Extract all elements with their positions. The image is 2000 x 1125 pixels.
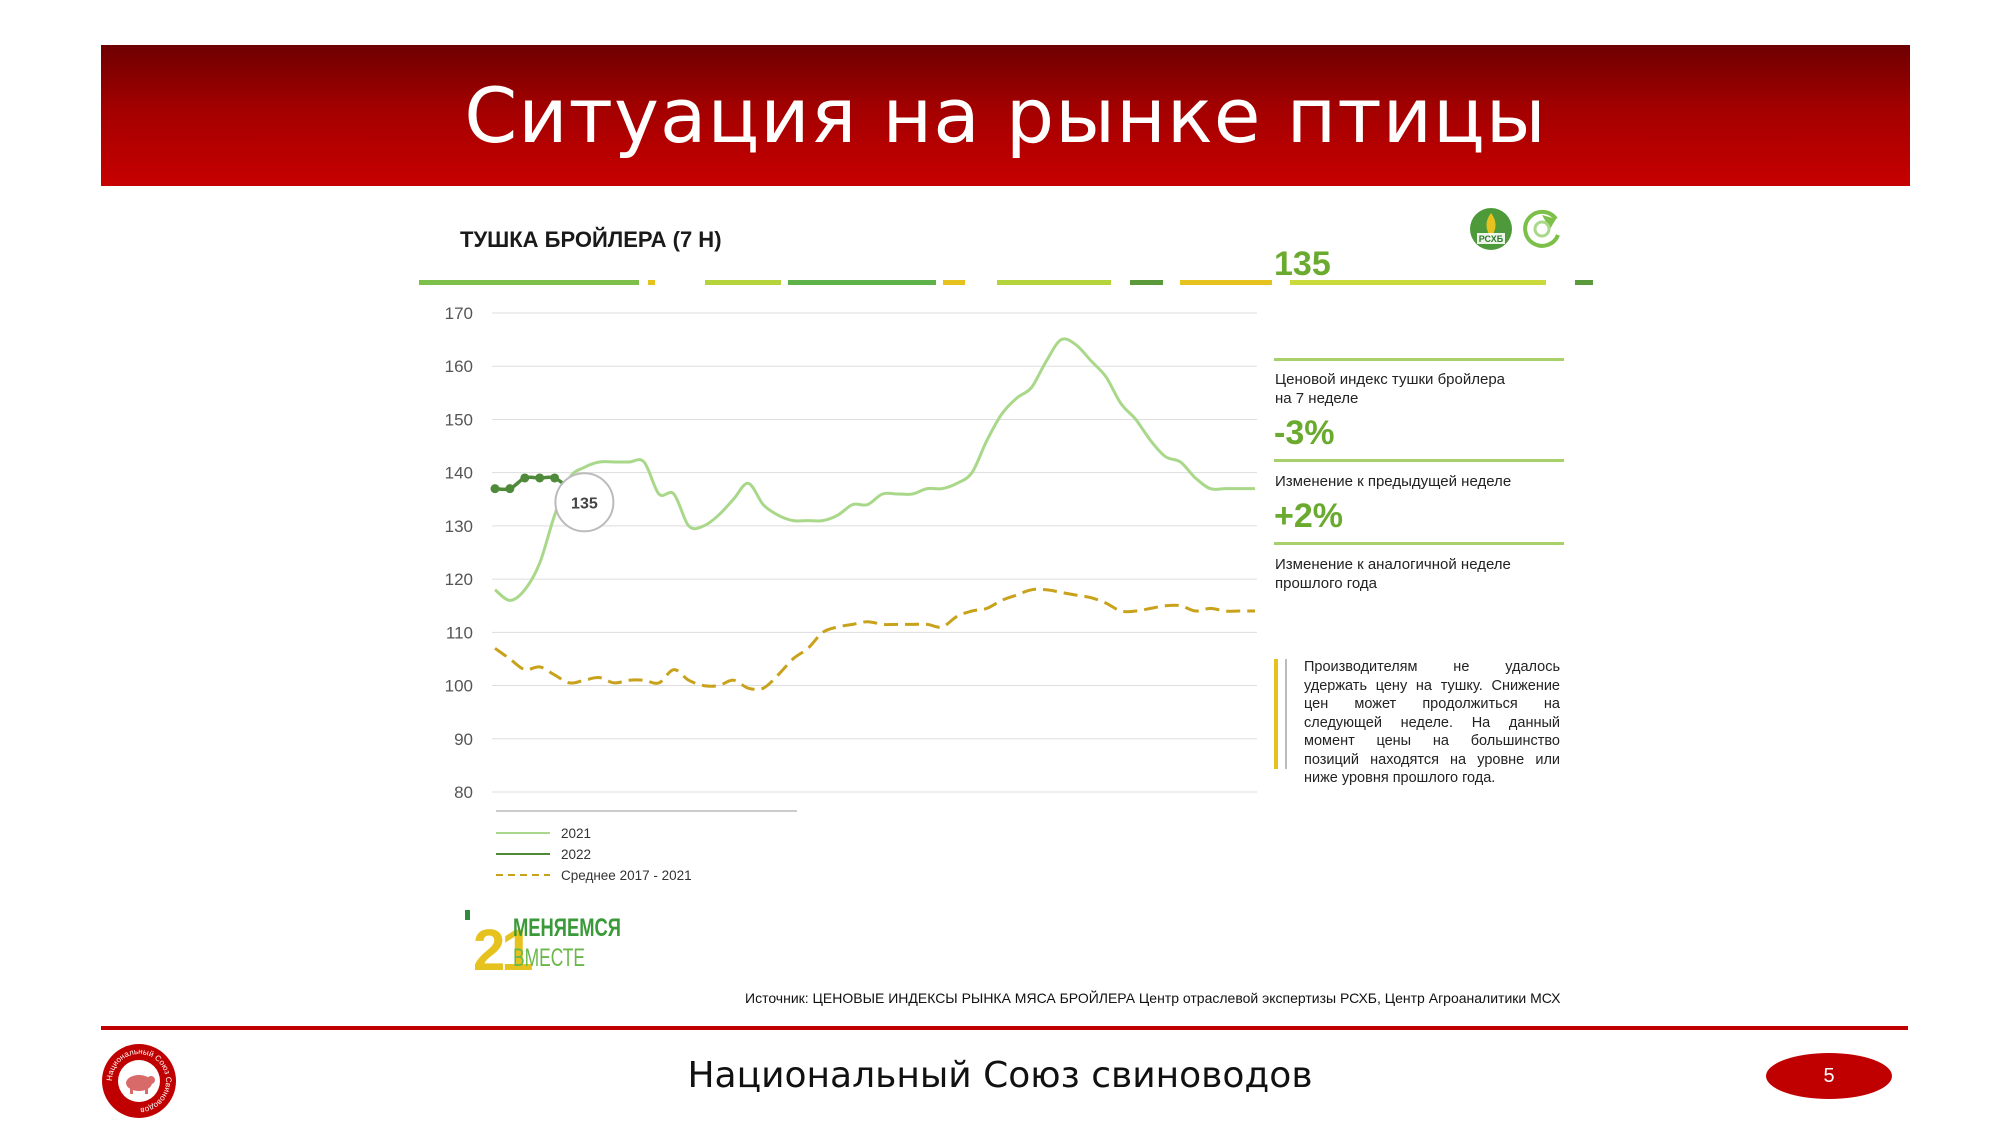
series-2022-point [520,473,530,483]
stripe-segment [943,280,965,285]
y-tick-label: 100 [445,677,473,696]
y-tick-label: 120 [445,570,473,589]
legend-label: Среднее 2017 - 2021 [561,868,692,883]
y-tick-label: 150 [445,410,473,429]
panel-title: ТУШКА БРОЙЛЕРА (7 Н) [460,227,722,252]
caption-line: прошлого года [1275,575,1378,592]
stat-divider [1274,542,1564,545]
chart-legend: 2021 2022 Среднее 2017 - 2021 [496,826,692,883]
stat-index-caption: Ценовой индекс тушки бройлера на 7 недел… [1275,370,1535,408]
series-2021-line [494,337,1255,602]
stat-weekly-change-value: -3% [1274,414,1335,452]
source-note: Источник: ЦЕНОВЫЕ ИНДЕКСЫ РЫНКА МЯСА БРО… [745,990,1561,1006]
stat-weekly-change-caption: Изменение к предыдущей неделе [1275,472,1535,491]
page-number-badge: 5 [1766,1053,1892,1099]
current-value-callout: 135 [554,472,615,533]
slogan-logo: 21 МЕНЯЕМСЯ ВМЕСТЕ [465,910,621,972]
caption-line: Изменение к предыдущей неделе [1275,473,1512,490]
agroanalytics-logo-icon [1523,209,1560,248]
y-tick-label: 90 [454,730,473,749]
legend-label: 2022 [561,847,591,862]
caption-line: Ценовой индекс тушки бройлера [1275,371,1506,388]
y-axis-ticks: 170 160 150 140 130 120 110 100 90 80 [445,304,473,802]
stat-divider [1274,358,1564,361]
stripe-segment [705,280,781,285]
stripe-segment [1180,280,1272,285]
callout-circle [554,472,615,533]
union-logo-icon: Национальный Союз Свиноводов [102,1044,176,1118]
slogan-line2: ВМЕСТЕ [513,944,585,972]
legend-label: 2021 [561,826,591,841]
stat-yearly-change-value: +2% [1274,497,1343,535]
footer-divider [101,1026,1908,1030]
caption-line: Изменение к аналогичной неделе [1275,556,1511,573]
y-tick-label: 80 [454,783,473,802]
decorative-stripe [419,280,1593,285]
rshb-logo-icon: РСХБ [1470,208,1512,250]
chart-series [490,337,1255,692]
note-accent-bar [1274,659,1278,769]
stripe-segment [1290,280,1546,285]
stripe-segment [788,280,936,285]
header-bar: Ситуация на рынке птицы [101,45,1910,186]
series-2022-point [535,473,545,483]
caption-line: на 7 неделе [1275,390,1359,407]
y-tick-label: 160 [445,357,473,376]
y-tick-label: 130 [445,517,473,536]
stripe-segment [1130,280,1163,285]
footer-title: Национальный Союз свиноводов [687,1055,1313,1096]
stat-index-value: 135 [1274,245,1331,283]
series-average-line [494,587,1255,692]
y-tick-label: 170 [445,304,473,323]
logo-text: РСХБ [1479,234,1504,244]
slogan-line1: МЕНЯЕМСЯ [513,914,621,942]
stripe-segment [997,280,1111,285]
chart-grid [492,312,1257,812]
callout-label: 135 [571,495,598,512]
series-2022-point [505,484,515,494]
y-tick-label: 110 [446,623,473,642]
stripe-segment [419,280,639,285]
market-comment: Производителям не удалось удержать цену … [1304,659,1560,786]
stripe-segment [1575,280,1593,285]
series-2022-point [490,484,500,494]
chart-panel: ТУШКА БРОЙЛЕРА (7 Н) РСХБ 170 160 150 140 13… [419,186,1593,981]
slide-title: Ситуация на рынке птицы [464,71,1547,160]
stripe-segment [648,280,655,285]
series-2022-point [550,473,560,483]
slogan-number: 21 [473,918,532,972]
y-tick-label: 140 [445,464,473,483]
note-accent-bar-thin [1285,659,1287,769]
stat-yearly-change-caption: Изменение к аналогичной неделе прошлого … [1275,555,1535,593]
stat-divider [1274,459,1564,462]
